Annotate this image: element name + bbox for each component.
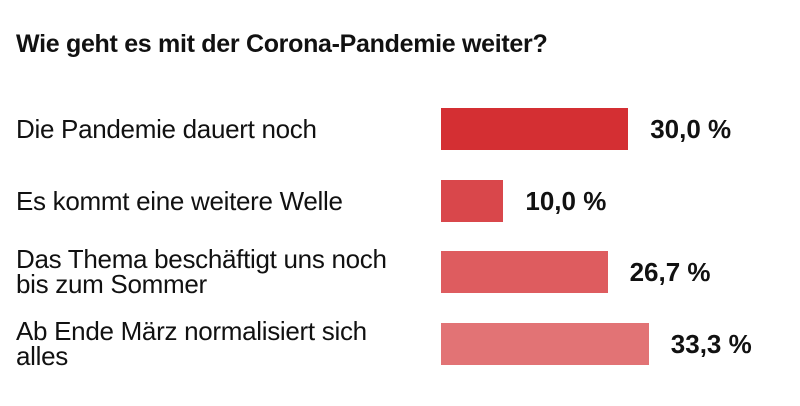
category-text: Die Pandemie dauert noch xyxy=(16,113,317,144)
value-label: 33,3 % xyxy=(670,328,752,359)
bar xyxy=(441,251,608,293)
value-label: 30,0 % xyxy=(650,113,732,144)
bar xyxy=(441,323,649,365)
category-text: Es kommt eine weitere Welle xyxy=(16,185,343,216)
category-text: Ab Ende März normalisiert sich alles xyxy=(16,316,367,371)
category-label: Es kommt eine weitere Welle xyxy=(16,180,416,222)
category-label: Das Thema beschäftigt uns noch bis zum S… xyxy=(16,246,416,297)
category-label: Ab Ende März normalisiert sich alles xyxy=(16,318,416,369)
category-label: Die Pandemie dauert noch xyxy=(16,108,416,150)
value-label: 26,7 % xyxy=(629,256,711,287)
chart-title: Wie geht es mit der Corona-Pandemie weit… xyxy=(16,30,548,58)
category-text: Das Thema beschäftigt uns noch bis zum S… xyxy=(16,244,387,299)
bar xyxy=(441,108,629,150)
value-label: 10,0 % xyxy=(525,185,607,216)
bar xyxy=(441,180,504,222)
